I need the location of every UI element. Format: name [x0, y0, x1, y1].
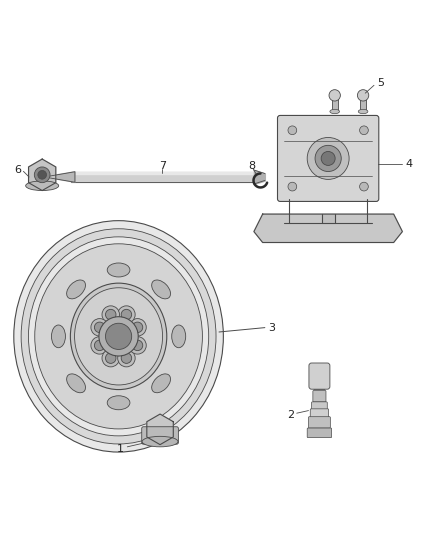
Circle shape — [95, 322, 105, 333]
Ellipse shape — [67, 374, 85, 393]
Circle shape — [106, 323, 132, 350]
FancyBboxPatch shape — [278, 116, 379, 201]
Circle shape — [288, 126, 297, 135]
Circle shape — [91, 319, 108, 336]
FancyBboxPatch shape — [313, 391, 326, 402]
Ellipse shape — [358, 109, 368, 114]
FancyBboxPatch shape — [142, 427, 178, 444]
Polygon shape — [147, 414, 173, 445]
Text: 8: 8 — [248, 161, 255, 171]
Ellipse shape — [107, 396, 130, 410]
FancyBboxPatch shape — [307, 428, 332, 438]
Ellipse shape — [21, 229, 216, 444]
Circle shape — [321, 151, 335, 165]
Circle shape — [315, 146, 341, 172]
Ellipse shape — [28, 237, 208, 436]
Circle shape — [91, 337, 108, 354]
Text: 2: 2 — [287, 410, 295, 420]
Circle shape — [357, 90, 369, 101]
Circle shape — [38, 171, 46, 179]
Circle shape — [132, 340, 143, 351]
Circle shape — [129, 337, 146, 354]
Circle shape — [118, 306, 135, 324]
Circle shape — [106, 309, 116, 320]
Ellipse shape — [67, 280, 85, 299]
Text: 3: 3 — [268, 322, 275, 333]
FancyBboxPatch shape — [332, 94, 338, 112]
Text: 4: 4 — [405, 159, 413, 169]
Circle shape — [102, 306, 120, 324]
Ellipse shape — [142, 437, 178, 447]
Circle shape — [121, 309, 132, 320]
Circle shape — [121, 353, 132, 364]
Text: 7: 7 — [159, 161, 166, 171]
Text: 6: 6 — [14, 165, 21, 175]
Polygon shape — [28, 159, 56, 190]
Ellipse shape — [51, 325, 65, 348]
FancyBboxPatch shape — [308, 417, 330, 428]
Ellipse shape — [26, 181, 59, 190]
Polygon shape — [44, 172, 75, 182]
Ellipse shape — [152, 374, 170, 393]
Circle shape — [34, 167, 50, 183]
Circle shape — [288, 182, 297, 191]
FancyBboxPatch shape — [310, 409, 328, 419]
Ellipse shape — [152, 280, 170, 299]
Circle shape — [360, 126, 368, 135]
Circle shape — [95, 340, 105, 351]
Ellipse shape — [172, 325, 186, 348]
FancyBboxPatch shape — [309, 363, 330, 389]
Circle shape — [360, 182, 368, 191]
Circle shape — [329, 90, 340, 101]
Ellipse shape — [74, 288, 162, 385]
Circle shape — [129, 319, 146, 336]
Circle shape — [132, 322, 143, 333]
Ellipse shape — [71, 283, 167, 390]
FancyBboxPatch shape — [314, 376, 325, 390]
Ellipse shape — [330, 109, 339, 114]
FancyBboxPatch shape — [360, 94, 366, 112]
Text: 5: 5 — [377, 78, 384, 88]
Ellipse shape — [14, 221, 223, 452]
FancyBboxPatch shape — [311, 402, 327, 411]
Circle shape — [99, 317, 138, 356]
Circle shape — [106, 353, 116, 364]
Polygon shape — [254, 214, 403, 243]
Text: 1: 1 — [117, 444, 124, 454]
Circle shape — [307, 138, 349, 180]
Circle shape — [118, 350, 135, 367]
Circle shape — [102, 350, 120, 367]
Ellipse shape — [107, 263, 130, 277]
Ellipse shape — [35, 244, 202, 429]
